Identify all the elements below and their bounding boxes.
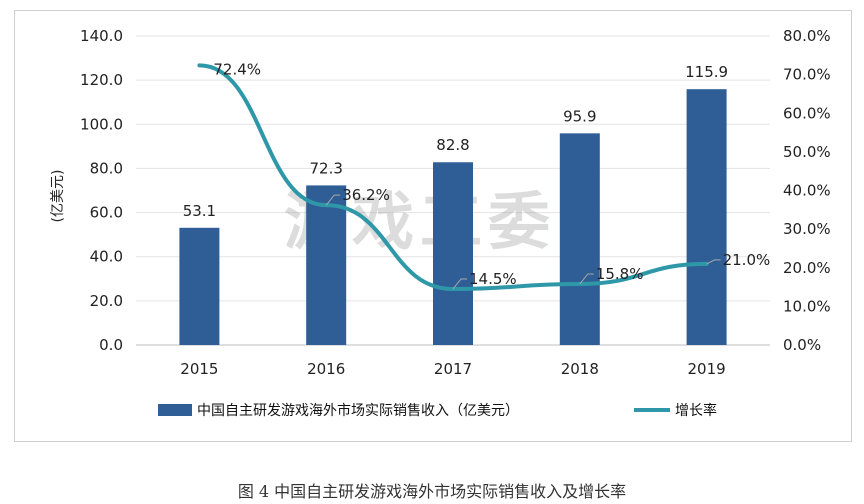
legend-line-label: 增长率 [675,402,717,419]
x-tick-label: 2019 [688,360,726,378]
right-tick-label: 60.0% [783,104,831,122]
bar [686,89,727,346]
bar [179,227,220,345]
bar [306,185,347,345]
growth-rate-line [197,63,709,291]
legend-bar-label: 中国自主研发游戏海外市场实际销售收入（亿美元） [197,402,519,419]
bar-data-label: 72.3 [309,159,342,177]
line-data-label: 14.5% [469,270,517,288]
bar [433,162,473,345]
left-tick-label: 60.0 [90,204,123,222]
right-tick-label: 40.0% [783,182,831,200]
line-data-label: 21.0% [723,251,771,269]
left-tick-label: 40.0 [90,248,123,266]
line-data-label: 36.2% [342,186,390,204]
left-axis-ticks: 0.0 20.0 40.0 60.0 80.0 100.0 120.0 140.0 [80,27,123,354]
x-tick-label: 2015 [180,360,218,378]
line-data-label: 72.4% [213,60,261,78]
left-tick-label: 140.0 [80,27,123,45]
label-leader [452,278,467,290]
legend-bar-swatch [158,404,192,416]
right-tick-label: 10.0% [783,297,831,315]
bar-data-label: 115.9 [685,63,728,81]
right-axis-ticks: 0.0% 10.0% 20.0% 30.0% 40.0% 50.0% 60.0% 70.0% 8… [783,27,831,354]
right-tick-label: 80.0% [783,27,831,45]
label-leader [579,273,594,285]
figure-caption: 图 4 中国自主研发游戏海外市场实际销售收入及增长率 [237,482,627,501]
x-axis-ticks: 2015 2016 2017 2018 2019 [180,360,725,378]
right-tick-label: 0.0% [783,336,821,354]
right-tick-label: 50.0% [783,143,831,161]
x-tick-label: 2018 [561,360,599,378]
label-leader [325,194,341,206]
left-tick-label: 20.0 [90,292,123,310]
line-data-label: 15.8% [596,265,644,283]
x-tick-label: 2016 [307,360,345,378]
bar-series: 53.1 72.3 82.8 95.9 115.9 [179,63,728,346]
left-tick-label: 100.0 [80,115,123,133]
x-tick-label: 2017 [434,360,472,378]
bar-data-label: 82.8 [436,136,469,154]
left-tick-label: 80.0 [90,159,123,177]
line-series: 72.4% 36.2% 14.5% 15.8% 21.0% [197,60,771,291]
left-tick-label: 120.0 [80,71,123,89]
bar-data-label: 53.1 [183,202,216,220]
left-tick-label: 0.0 [99,336,123,354]
bar-data-label: 95.9 [563,107,596,125]
bar [559,133,600,345]
right-tick-label: 20.0% [783,259,831,277]
right-tick-label: 70.0% [783,66,831,84]
legend: 中国自主研发游戏海外市场实际销售收入（亿美元） 增长率 [158,402,717,419]
right-tick-label: 30.0% [783,220,831,238]
label-leader [706,259,721,265]
y-axis-label: (亿美元) [50,170,66,223]
